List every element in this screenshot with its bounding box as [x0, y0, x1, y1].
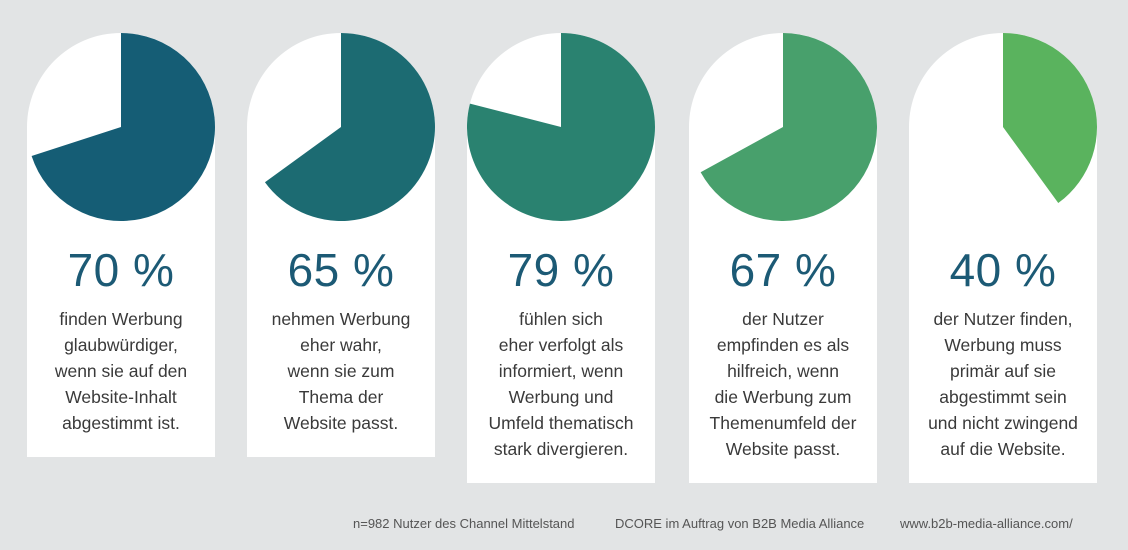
pie-slice: [700, 33, 877, 221]
description: finden Werbung glaubwürdiger, wenn sie auf…: [31, 306, 211, 436]
pie-slice: [467, 33, 655, 221]
pie-card-4: 67 % der Nutzer empfinden es als hilfreich,…: [689, 33, 877, 483]
description-line: der Nutzer finden,: [933, 309, 1073, 329]
footer-source: DCORE im Auftrag von B2B Media Alliance: [615, 516, 865, 531]
description-line: wenn sie zum: [287, 361, 395, 381]
pie-card-3: 79 % fühlen sich eher verfolgt als informie…: [467, 33, 655, 483]
pie-chart: [700, 33, 877, 221]
percentage-label: 40 %: [949, 244, 1057, 296]
percentage-label: 79 %: [507, 244, 615, 296]
description-line: nehmen Werbung: [271, 309, 411, 329]
pie-card-5: 40 % der Nutzer finden, Werbung muss primär…: [909, 33, 1097, 483]
description-line: auf die Website.: [940, 439, 1066, 459]
description-line: glaubwürdiger,: [64, 335, 178, 355]
description-line: eher verfolgt als: [498, 335, 624, 355]
pie-chart: [467, 33, 655, 221]
pie-slice: [1003, 33, 1097, 204]
description-line: Themenumfeld der: [709, 413, 857, 433]
pie-chart: [264, 33, 435, 221]
description: nehmen Werbung eher wahr, wenn sie zum Them…: [251, 306, 431, 436]
description-line: die Werbung zum: [714, 387, 852, 407]
percentage-label: 65 %: [287, 244, 395, 296]
percentage-label: 67 %: [729, 244, 837, 296]
description-line: Website passt.: [283, 413, 399, 433]
description-line: und nicht zwingend: [928, 413, 1078, 433]
description-line: wenn sie auf den: [54, 361, 188, 381]
description-line: hilfreich, wenn: [727, 361, 839, 381]
description-line: eher wahr,: [300, 335, 382, 355]
pie-chart: [31, 33, 215, 221]
description-line: fühlen sich: [519, 309, 603, 329]
description: fühlen sich eher verfolgt als informiert, …: [471, 306, 651, 462]
pie-chart: [1003, 33, 1097, 204]
pie-slice: [31, 33, 215, 221]
description-line: Werbung muss: [944, 335, 1062, 355]
description: der Nutzer empfinden es als hilfreich, wen…: [693, 306, 873, 462]
description-line: empfinden es als: [716, 335, 850, 355]
description-line: Werbung und: [508, 387, 614, 407]
description-line: stark divergieren.: [493, 439, 629, 459]
pie-card-2: 65 % nehmen Werbung eher wahr, wenn sie zum…: [247, 33, 435, 457]
description-line: abgestimmt sein: [939, 387, 1067, 407]
description-line: primär auf sie: [949, 361, 1056, 381]
description-line: informiert, wenn: [498, 361, 624, 381]
description: der Nutzer finden, Werbung muss primär auf…: [913, 306, 1093, 462]
description-line: finden Werbung: [59, 309, 183, 329]
footer-url[interactable]: www.b2b-media-alliance.com/: [900, 516, 1073, 531]
pie-slice: [264, 33, 435, 221]
percentage-label: 70 %: [67, 244, 175, 296]
pie-card-1: 70 % finden Werbung glaubwürdiger, wenn sie…: [27, 33, 215, 457]
description-line: abgestimmt ist.: [62, 413, 180, 433]
description-line: Thema der: [298, 387, 384, 407]
footer: n=982 Nutzer des Channel Mittelstand DCO…: [0, 516, 1097, 534]
description-line: Website-Inhalt: [65, 387, 177, 407]
description-line: Website passt.: [725, 439, 841, 459]
description-line: der Nutzer: [742, 309, 824, 329]
description-line: Umfeld thematisch: [488, 413, 634, 433]
footer-sample: n=982 Nutzer des Channel Mittelstand: [353, 516, 575, 531]
